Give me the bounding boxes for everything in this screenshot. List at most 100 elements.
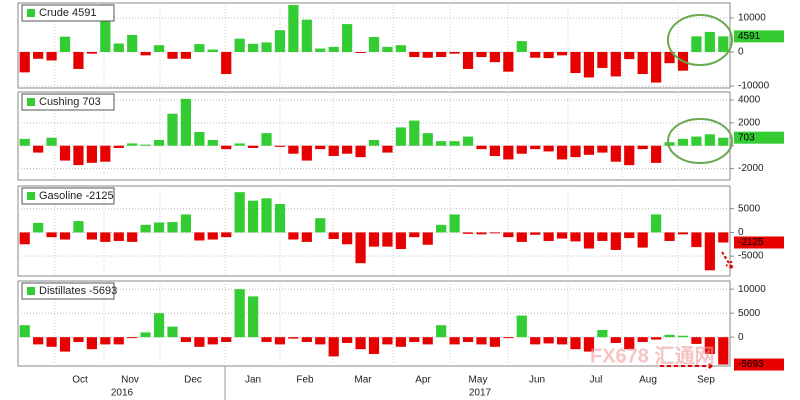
bar — [153, 140, 165, 146]
bar — [691, 36, 702, 52]
bar — [33, 337, 44, 345]
y-tick-label: 5000 — [738, 203, 761, 214]
bar — [530, 145, 541, 150]
bar — [207, 232, 218, 240]
bar — [315, 48, 326, 52]
bar — [113, 145, 124, 148]
legend-box — [21, 282, 115, 300]
bar — [207, 337, 218, 345]
bar — [718, 137, 729, 146]
bar — [704, 31, 715, 52]
legend-value: -5693 — [89, 285, 117, 297]
x-tick-label: Mar — [354, 375, 372, 386]
y-tick-label: 10000 — [738, 284, 766, 295]
bar — [315, 337, 326, 345]
bar — [503, 337, 514, 339]
bar — [583, 51, 595, 78]
bar — [46, 51, 57, 61]
x-tick-label: Nov — [121, 375, 139, 386]
bar — [261, 198, 272, 233]
bar — [167, 222, 178, 233]
bar — [288, 232, 299, 240]
y-tick-label: -2000 — [738, 163, 764, 174]
bar — [234, 192, 245, 233]
bar — [315, 218, 326, 233]
bar — [140, 332, 151, 338]
bar — [247, 200, 259, 233]
bar — [395, 45, 406, 52]
bar — [691, 136, 702, 146]
bar — [33, 51, 44, 59]
bar — [355, 337, 366, 350]
bar — [261, 133, 272, 146]
legend-value: 4591 — [72, 7, 96, 19]
bar — [422, 337, 433, 345]
bar — [194, 132, 205, 146]
legend-entry: Cushing 703 — [39, 96, 101, 108]
bar — [503, 145, 514, 160]
bar — [153, 313, 165, 338]
bar — [516, 232, 527, 242]
bar — [342, 24, 353, 52]
bar — [516, 315, 527, 338]
bar — [247, 43, 259, 52]
y-tick-label: 2000 — [738, 117, 761, 128]
bar — [127, 34, 138, 52]
bar — [597, 145, 608, 153]
bar — [583, 337, 595, 352]
bar — [59, 36, 71, 52]
bar — [153, 222, 165, 233]
bar — [449, 214, 460, 233]
bar — [664, 142, 675, 146]
bar — [677, 138, 689, 146]
bar — [610, 232, 621, 250]
bar — [409, 232, 420, 238]
x-tick-label: Apr — [415, 375, 431, 386]
bar — [409, 337, 420, 342]
bar — [19, 138, 30, 146]
bar — [462, 337, 474, 342]
bar — [301, 232, 312, 242]
value-label: 4591 — [738, 31, 761, 42]
value-label: 703 — [738, 132, 755, 143]
bar — [489, 51, 501, 63]
bar — [489, 145, 501, 156]
bar — [33, 145, 44, 153]
bar — [113, 43, 124, 52]
highlight-ellipse — [667, 14, 733, 66]
bar — [570, 145, 581, 158]
x-tick-label: Dec — [184, 375, 202, 386]
bar — [180, 51, 192, 59]
arrow — [721, 251, 733, 269]
y-tick-label: 0 — [738, 47, 744, 58]
bar — [651, 145, 662, 163]
legend-swatch — [27, 98, 35, 106]
bar — [180, 98, 192, 146]
bar — [691, 232, 702, 248]
bar — [328, 337, 339, 357]
bar — [382, 145, 393, 153]
bar — [59, 232, 71, 240]
bar — [597, 51, 608, 68]
bar — [127, 143, 138, 146]
bar — [328, 46, 339, 52]
arrow — [660, 361, 713, 371]
bar — [59, 145, 71, 161]
bar — [462, 232, 474, 234]
bar — [637, 145, 648, 150]
bar — [207, 49, 218, 52]
bar — [274, 337, 286, 345]
bar — [301, 337, 312, 342]
bar — [127, 337, 138, 339]
bar — [274, 204, 286, 233]
bar — [315, 145, 326, 150]
bar — [234, 289, 245, 338]
y-tick-label: 5000 — [738, 308, 761, 319]
bar — [46, 232, 57, 238]
bar — [718, 232, 729, 243]
y-tick-label: 0 — [738, 227, 744, 238]
bar — [86, 145, 97, 163]
bar — [355, 145, 366, 158]
bar — [556, 145, 568, 160]
bar — [19, 325, 30, 338]
